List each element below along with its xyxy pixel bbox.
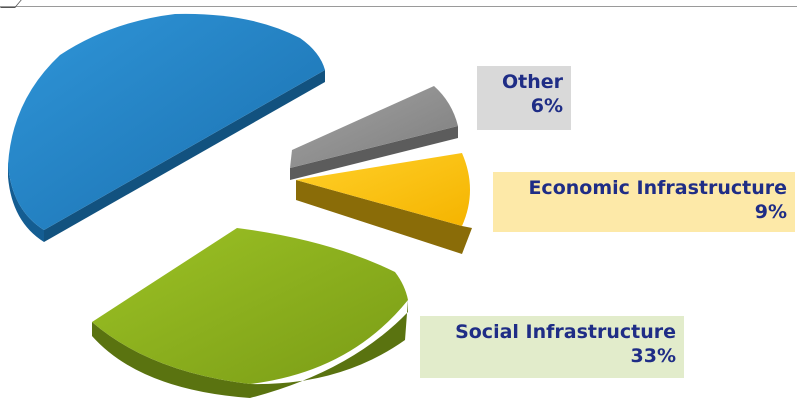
label-other: Other 6%: [477, 66, 571, 130]
label-other-pct: 6%: [485, 94, 563, 118]
pie-slice-blue-top: [8, 14, 325, 230]
label-other-name: Other: [485, 70, 563, 94]
label-social-name: Social Infrastructure: [428, 320, 676, 344]
label-social-pct: 33%: [428, 344, 676, 368]
label-economic: Economic Infrastructure 9%: [493, 172, 795, 232]
label-social: Social Infrastructure 33%: [420, 316, 684, 378]
pie-slice-blue: [8, 14, 325, 242]
pie-slice-social: [92, 228, 408, 398]
label-economic-pct: 9%: [501, 200, 787, 224]
label-economic-name: Economic Infrastructure: [501, 176, 787, 200]
